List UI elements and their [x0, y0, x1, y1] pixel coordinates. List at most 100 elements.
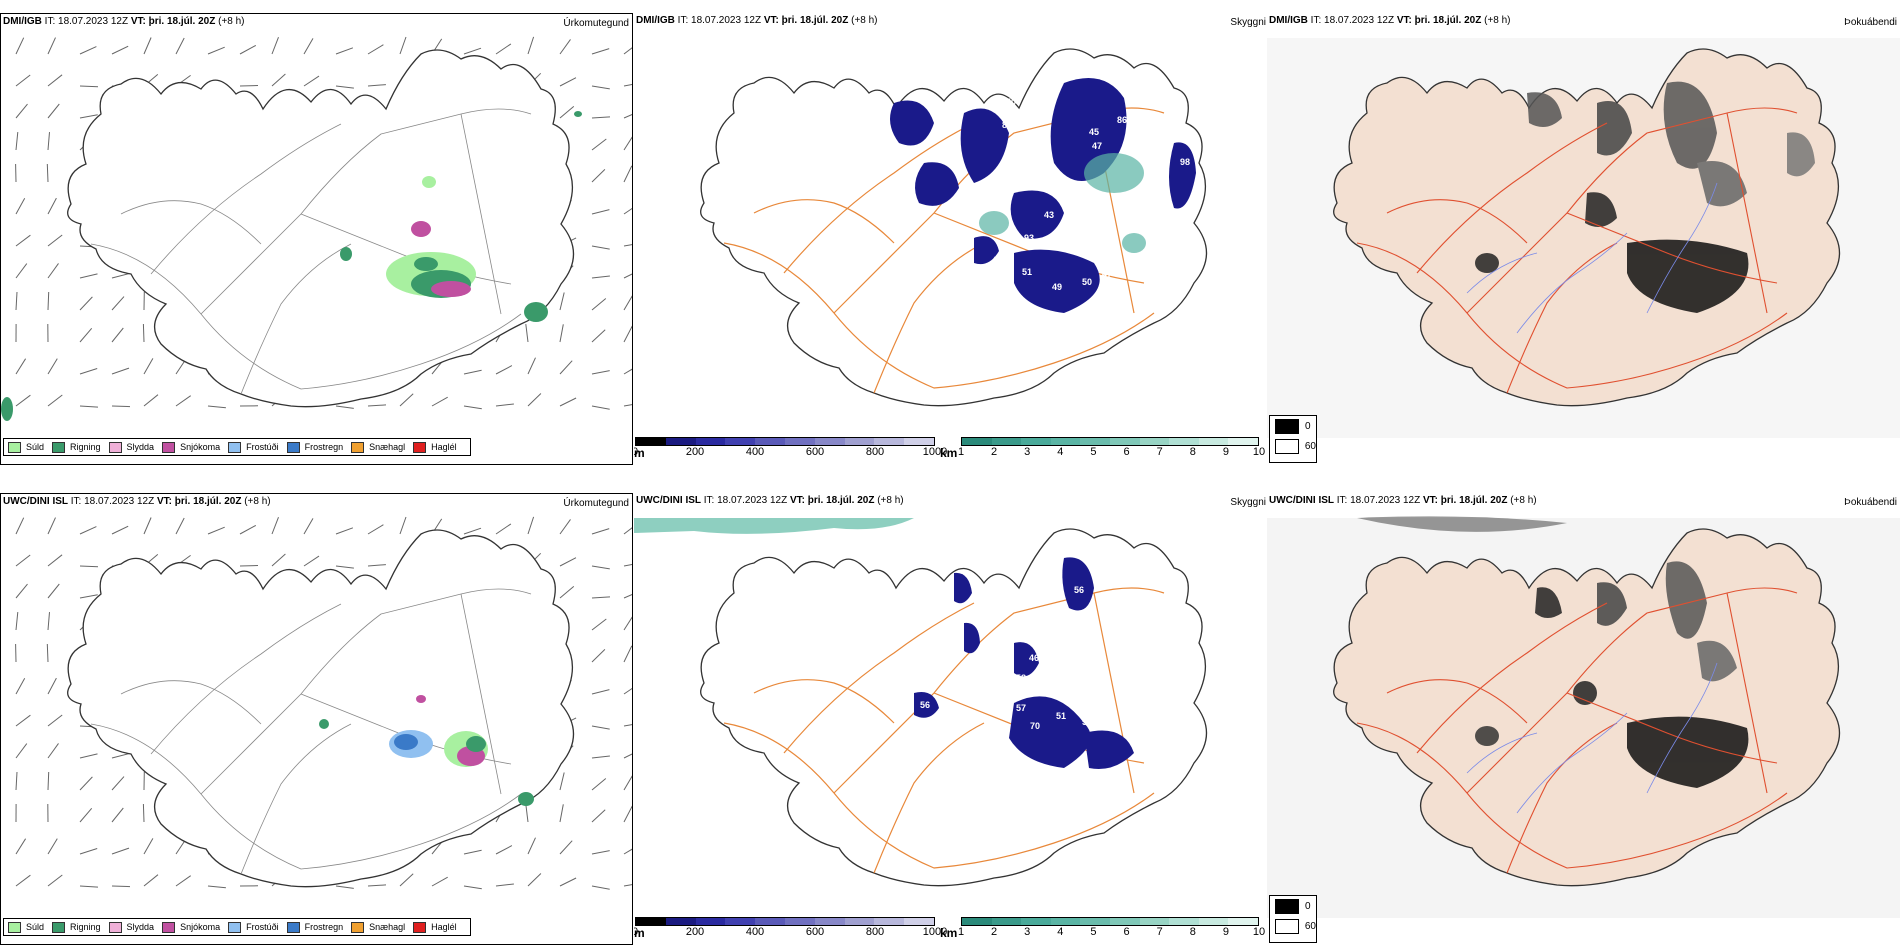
panel-header: DMI/IGB IT: 18.07.2023 12Z VT: þri. 18.j…: [3, 16, 245, 27]
precip-legend: Súld Rigning Slydda Snjókoma Frostúði Fr…: [3, 438, 471, 456]
value-label: 50: [1006, 97, 1016, 107]
rivers: [1466, 182, 1718, 334]
legend-item: Snjókoma: [162, 441, 220, 453]
panel-title: Úrkomutegund: [563, 18, 629, 29]
value-label: 70: [1030, 721, 1040, 731]
precip-legend: Súld Rigning Slydda Snjókoma Frostúði Fr…: [3, 918, 471, 936]
colorbar-tick: 5: [1090, 446, 1097, 458]
value-label: 50: [1082, 277, 1092, 287]
value-label: 86: [1117, 115, 1127, 125]
height-unit: m: [634, 446, 645, 460]
colorbar-tick: 8: [1189, 926, 1196, 938]
colorbar-tick: 800: [865, 446, 885, 458]
iceland-coastline: [1333, 528, 1840, 887]
panel-title: Skyggni: [1230, 497, 1266, 508]
legend-item: Súld: [8, 921, 44, 933]
colorbar-tick: 3: [1024, 446, 1031, 458]
sea-fog-band: [634, 518, 914, 534]
panel-title: Þokuábendi: [1844, 497, 1897, 508]
iceland-map-precip: [1, 36, 632, 421]
precip-areas: [319, 695, 534, 806]
colorbar-tick: 1000: [922, 926, 948, 938]
value-label: 57: [1034, 330, 1044, 340]
panel-title: Þokuábendi: [1844, 17, 1897, 28]
panel-header: UWC/DINI ISL IT: 18.07.2023 12Z VT: þri.…: [1269, 495, 1537, 506]
legend-item: Snæhagl: [351, 441, 405, 453]
legend-item: Snæhagl: [351, 921, 405, 933]
fog-panel-uwc: UWC/DINI ISL IT: 18.07.2023 12Z VT: þri.…: [1267, 493, 1900, 945]
colorbar-tick: 600: [805, 926, 825, 938]
panel-header: UWC/DINI ISL IT: 18.07.2023 12Z VT: þri.…: [636, 495, 904, 506]
iceland-map-visibility: 50 45 86 85 98 47 47 98 45 43 52 93 49 5…: [700, 48, 1207, 407]
legend-item: Rigning: [52, 441, 101, 453]
colorbar-tick: 10: [1252, 446, 1266, 458]
value-label: 98: [1019, 133, 1029, 143]
iceland-coastline: [67, 49, 574, 408]
colorbar-tick: 6: [1123, 446, 1130, 458]
height-colorbar: 0 200 400 600 800 1000: [634, 437, 947, 465]
fog-legend: 0 60: [1269, 415, 1317, 463]
visibility-panel-dmi: DMI/IGB IT: 18.07.2023 12Z VT: þri. 18.j…: [634, 13, 1266, 465]
colorbar-tick: 200: [685, 446, 705, 458]
legend-item: Frostúði: [228, 441, 279, 453]
value-label: 93: [1024, 233, 1034, 243]
height-colorbar: 0 200 400 600 800 1000: [634, 917, 947, 945]
colorbar-tick: 800: [865, 926, 885, 938]
fog-areas: [1475, 561, 1749, 788]
precip-type-panel-dmi: DMI/IGB IT: 18.07.2023 12Z VT: þri. 18.j…: [0, 13, 633, 465]
iceland-map-fog: [1267, 38, 1900, 438]
value-label: 51: [1056, 711, 1066, 721]
visibility-colorbar: 1 2 3 4 5 6 7 8 9 10: [957, 917, 1265, 945]
colorbar-tick: 1: [957, 926, 965, 938]
colorbar-tick: 2: [991, 446, 998, 458]
colorbar-tick: 400: [745, 926, 765, 938]
low-visibility-areas: [914, 557, 1134, 769]
colorbar-tick: 1000: [922, 446, 948, 458]
precip-type-panel-uwc: UWC/DINI ISL IT: 18.07.2023 12Z VT: þri.…: [0, 493, 633, 945]
fog-legend: 0 60: [1269, 895, 1317, 943]
value-label: 98: [1180, 157, 1190, 167]
colorbar-tick: 0: [634, 446, 639, 458]
value-label: 63: [950, 235, 960, 245]
iceland-map-fog: [1267, 516, 1900, 918]
value-label: 56: [920, 700, 930, 710]
colorbar-tick: 4: [1057, 926, 1064, 938]
visibility-unit: km: [940, 446, 958, 460]
colorbar-tick: 8: [1189, 446, 1196, 458]
legend-item: Haglél: [413, 441, 457, 453]
colorbar-tick: 0: [634, 926, 639, 938]
road-network: [1356, 107, 1798, 394]
colorbar-tick: 5: [1090, 926, 1097, 938]
value-label: 44: [1120, 707, 1130, 717]
colorbar-tick: 2: [991, 926, 998, 938]
road-network: [1356, 587, 1798, 874]
value-label: 45: [1089, 127, 1099, 137]
visibility-colorbar: 1 2 3 4 5 6 7 8 9 10: [957, 437, 1265, 465]
low-visibility-areas: [890, 78, 1196, 313]
value-label: 45: [1044, 167, 1054, 177]
value-label: 47: [1152, 145, 1162, 155]
value-label: 46: [1029, 653, 1039, 663]
colorbar-tick: 10: [1252, 926, 1266, 938]
colorbar-tick: 7: [1156, 926, 1163, 938]
value-label: 47: [1092, 141, 1102, 151]
legend-item: Frostregn: [286, 441, 343, 453]
legend-item: Rigning: [52, 921, 101, 933]
height-unit: m: [634, 926, 645, 940]
legend-item: Frostregn: [286, 921, 343, 933]
colorbar-tick: 6: [1123, 926, 1130, 938]
colorbar-tick: 400: [745, 446, 765, 458]
legend-item: Slydda: [108, 921, 154, 933]
value-label: 85: [1002, 120, 1012, 130]
value-label: 56: [1082, 717, 1092, 727]
colorbar-tick: 1: [957, 446, 965, 458]
value-label: 52: [972, 193, 982, 203]
fog-areas: [1475, 81, 1815, 313]
colorbar-tick: 3: [1024, 926, 1031, 938]
value-label: 51: [1022, 267, 1032, 277]
colorbar-tick: 600: [805, 446, 825, 458]
road-network: [90, 108, 532, 395]
colorbar-tick: 4: [1057, 446, 1064, 458]
panel-header: DMI/IGB IT: 18.07.2023 12Z VT: þri. 18.j…: [1269, 15, 1511, 26]
colorbar-tick: 9: [1222, 446, 1229, 458]
